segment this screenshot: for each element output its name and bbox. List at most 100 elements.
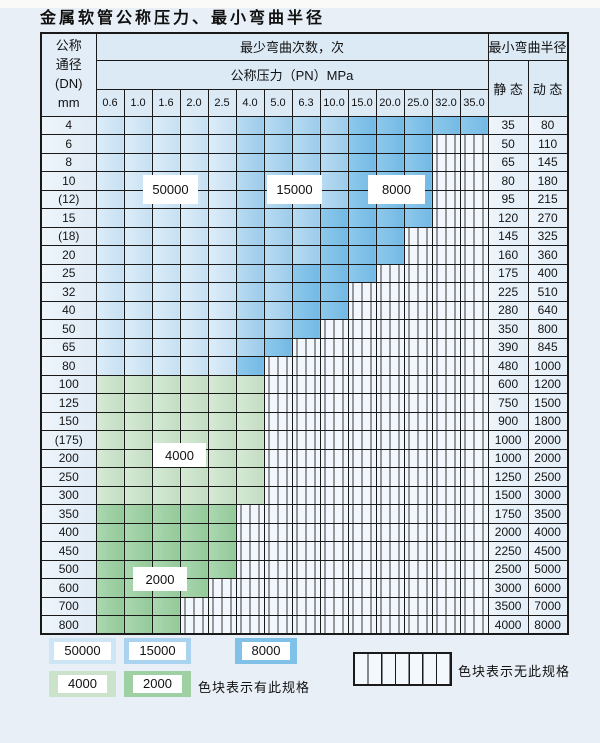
no-spec-cell [459, 504, 489, 524]
no-spec-cell [459, 226, 489, 246]
spec-cell [235, 189, 265, 209]
dn-cell: 300 [40, 485, 97, 505]
no-spec-cell [431, 319, 461, 339]
no-spec-cell [431, 356, 461, 376]
dynamic-cell: 215 [527, 189, 569, 209]
table-row: 300 1500 3000 [40, 485, 569, 505]
no-spec-cell [235, 541, 265, 561]
no-spec-cell [459, 393, 489, 413]
no-spec-cell [347, 282, 377, 302]
no-spec-cell [319, 374, 349, 394]
legend-item: 4000 [49, 671, 116, 697]
static-cell: 175 [487, 263, 529, 283]
table-row: 400 2000 4000 [40, 522, 569, 542]
no-spec-cell [263, 578, 293, 598]
static-header: 静 态 [487, 59, 529, 117]
no-spec-cell [403, 356, 433, 376]
dn-cell: 400 [40, 522, 97, 542]
no-spec-cell [263, 411, 293, 431]
dynamic-cell: 325 [527, 226, 569, 246]
spec-cell [375, 152, 405, 172]
spec-cell [151, 374, 181, 394]
static-cell: 2000 [487, 522, 529, 542]
no-spec-cell [319, 448, 349, 468]
spec-cell [235, 467, 265, 487]
no-spec-cell [431, 522, 461, 542]
no-spec-cell [263, 374, 293, 394]
no-spec-cell [403, 522, 433, 542]
dynamic-cell: 270 [527, 208, 569, 228]
spec-cell [151, 504, 181, 524]
no-spec-cell [347, 596, 377, 616]
spec-cell [151, 485, 181, 505]
spec-cell [95, 152, 125, 172]
no-spec-cell [235, 504, 265, 524]
no-spec-cell [375, 337, 405, 357]
spec-cell [403, 115, 433, 135]
no-spec-cell [319, 393, 349, 413]
static-cell: 480 [487, 356, 529, 376]
spec-cell [235, 374, 265, 394]
spec-cell [235, 337, 265, 357]
spec-cell [207, 374, 237, 394]
spec-cell [123, 448, 153, 468]
spec-cell [151, 152, 181, 172]
dn-cell: (175) [40, 430, 97, 450]
spec-cell [263, 282, 293, 302]
no-spec-cell [459, 152, 489, 172]
table-row: 25 175 400 [40, 263, 569, 283]
spec-cell [235, 393, 265, 413]
spec-cell [291, 134, 321, 154]
spec-cell [95, 485, 125, 505]
spec-cell [291, 300, 321, 320]
spec-cell [235, 245, 265, 265]
dn-cell: 6 [40, 134, 97, 154]
spec-cell [179, 226, 209, 246]
spec-cell [123, 300, 153, 320]
spec-cell [95, 448, 125, 468]
spec-cell [235, 356, 265, 376]
no-spec-cell [459, 208, 489, 228]
dn-cell: 15 [40, 208, 97, 228]
spec-cell [207, 152, 237, 172]
no-spec-cell [459, 374, 489, 394]
no-spec-cell [207, 615, 237, 635]
pressure-tick: 2.0 [179, 88, 209, 117]
static-cell: 280 [487, 300, 529, 320]
spec-cell [95, 411, 125, 431]
spec-cell [151, 208, 181, 228]
spec-cell [207, 134, 237, 154]
no-spec-cell [403, 578, 433, 598]
no-spec-cell [403, 411, 433, 431]
spec-cell [207, 245, 237, 265]
no-spec-cell [319, 467, 349, 487]
no-spec-cell [235, 522, 265, 542]
spec-cell [207, 208, 237, 228]
dynamic-cell: 845 [527, 337, 569, 357]
no-spec-cell [319, 615, 349, 635]
spec-cell [151, 134, 181, 154]
dynamic-cell: 1800 [527, 411, 569, 431]
spec-cell [235, 171, 265, 191]
spec-cell [207, 226, 237, 246]
spec-cell [95, 245, 125, 265]
dynamic-cell: 6000 [527, 578, 569, 598]
no-spec-cell [403, 541, 433, 561]
no-spec-cell [459, 522, 489, 542]
no-spec-cell [375, 448, 405, 468]
no-spec-cell [319, 541, 349, 561]
no-spec-cell [319, 596, 349, 616]
spec-cell [207, 319, 237, 339]
table-row: 500 2500 5000 [40, 559, 569, 579]
no-spec-cell [431, 504, 461, 524]
spec-cell [151, 393, 181, 413]
no-spec-cell [459, 134, 489, 154]
spec-cell [179, 263, 209, 283]
spec-cell [375, 208, 405, 228]
dynamic-cell: 1500 [527, 393, 569, 413]
spec-cell [291, 152, 321, 172]
table-row: 600 3000 6000 [40, 578, 569, 598]
no-spec-cell [319, 337, 349, 357]
no-spec-cell [291, 374, 321, 394]
